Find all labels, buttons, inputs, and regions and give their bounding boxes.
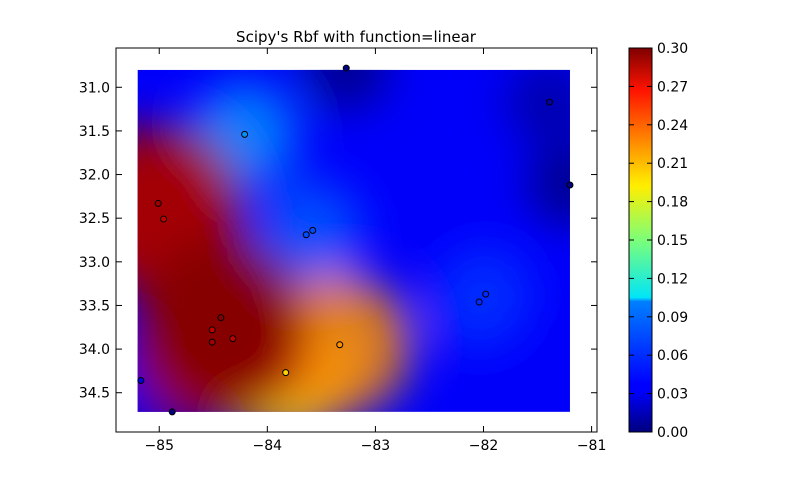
y-tick-label: 33.5: [79, 298, 110, 314]
colorbar-tick-label: 0.06: [657, 348, 688, 364]
heatmap-blob: [506, 69, 570, 146]
colorbar-tick-label: 0.15: [657, 233, 688, 249]
y-axis: 31.0 31.5 32.0 32.5 33.0 33.5 34.0 34.5: [79, 80, 597, 402]
chart-title: Scipy's Rbf with function=linear: [236, 28, 477, 46]
x-tick-label: −81: [577, 438, 607, 454]
points-layer: [137, 64, 574, 416]
data-point: [302, 231, 310, 239]
y-tick-label: 34.5: [79, 386, 110, 402]
data-point: [137, 377, 145, 385]
data-point: [475, 298, 483, 306]
x-tick-label: −82: [469, 438, 499, 454]
colorbar-tick-label: 0.12: [657, 271, 688, 287]
data-point: [336, 341, 344, 349]
data-point: [342, 64, 350, 72]
x-tick-label: −85: [144, 438, 174, 454]
colorbar-tick-label: 0.00: [657, 425, 688, 441]
data-point: [154, 199, 162, 207]
y-tick-label: 32.0: [79, 168, 110, 184]
y-tick-label: 31.5: [79, 124, 110, 140]
y-tick-label: 32.5: [79, 211, 110, 227]
data-point: [217, 314, 225, 322]
data-point: [566, 181, 574, 189]
colorbar-tick-label: 0.21: [657, 156, 688, 172]
heatmap-blob: [304, 69, 389, 111]
colorbar-axis: 0.00 0.03 0.06 0.09 0.12 0.15 0.18 0.21 0.24 0.27…: [629, 41, 688, 441]
colorbar-tick-label: 0.09: [657, 310, 688, 326]
data-point: [241, 130, 249, 138]
data-point: [229, 335, 237, 343]
y-tick-label: 33.0: [79, 255, 110, 271]
heatmap-layer: [137, 69, 570, 412]
colorbar-tick-label: 0.27: [657, 79, 688, 95]
y-tick-label: 31.0: [79, 80, 110, 96]
heatmap-blob: [527, 143, 570, 228]
data-point: [168, 408, 176, 416]
x-tick-label: −83: [361, 438, 391, 454]
x-axis: −85 −84 −83 −82 −81: [144, 48, 606, 454]
data-point: [309, 226, 317, 234]
colorbar-tick-label: 0.30: [657, 41, 688, 57]
data-point: [160, 215, 168, 223]
y-tick-label: 34.0: [79, 342, 110, 358]
heatmap-surface: [137, 69, 570, 412]
data-point: [282, 369, 290, 377]
colorbar-tick-label: 0.24: [657, 118, 688, 134]
plot-frame: [115, 47, 598, 433]
data-point: [482, 290, 490, 298]
data-point: [208, 338, 216, 346]
colorbar-tick-label: 0.03: [657, 387, 688, 403]
heatmap-blobs: [137, 69, 570, 412]
data-point: [208, 326, 216, 334]
data-point: [545, 98, 553, 106]
colorbar-tick-label: 0.18: [657, 195, 688, 211]
x-tick-label: −84: [253, 438, 283, 454]
